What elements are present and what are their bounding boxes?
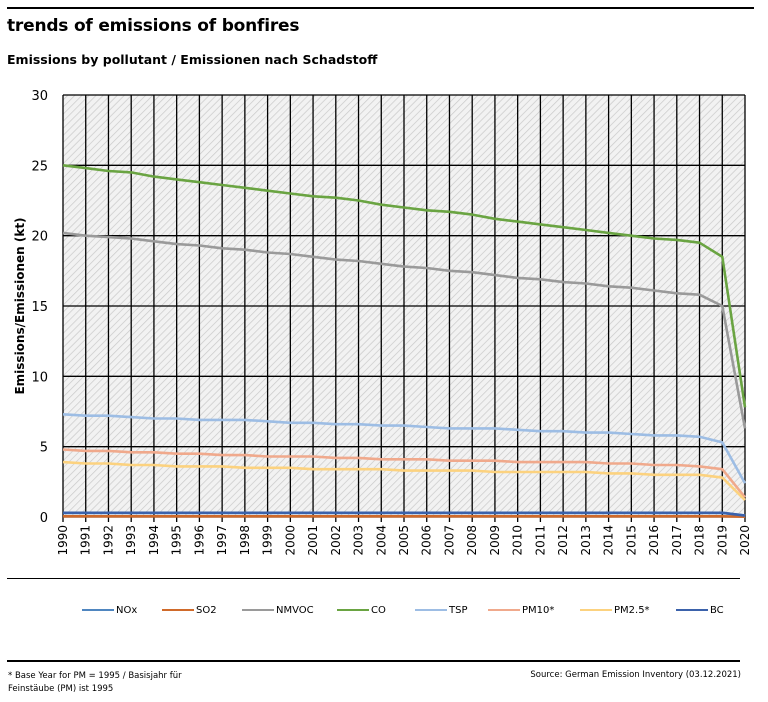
x-tick-label: 2010 (511, 525, 525, 556)
legend-swatch (676, 609, 708, 611)
legend-label: NMVOC (276, 604, 314, 616)
legend-item-tsp: TSP (415, 598, 468, 622)
series-line-pm25 (62, 460, 746, 502)
x-tick-label: 2016 (647, 525, 661, 556)
x-tick-label: 2005 (397, 525, 411, 556)
source-note: Source: German Emission Inventory (03.12… (530, 670, 741, 680)
x-tick-label: 2018 (693, 525, 707, 556)
x-tick-label: 2000 (283, 525, 297, 556)
y-tick-label: 0 (40, 511, 48, 526)
x-tick-label: 1995 (170, 525, 184, 556)
legend-swatch (580, 609, 612, 611)
legend-label: TSP (449, 604, 468, 616)
legend-label: PM10* (522, 604, 555, 616)
x-tick-label: 1990 (56, 525, 70, 556)
series-line-bc (63, 511, 746, 517)
legend-swatch (488, 609, 520, 611)
x-tick-label: 1994 (147, 525, 161, 556)
x-tick-label: 2008 (465, 525, 479, 556)
top-rule (7, 7, 754, 9)
x-tick-label: 2017 (670, 525, 684, 556)
legend-item-pm25: PM2.5* (580, 598, 650, 622)
series-line-tsp (62, 413, 747, 484)
x-tick-label: 2020 (738, 525, 752, 556)
x-tick-label: 1996 (192, 525, 206, 556)
x-tick-label: 2002 (329, 525, 343, 556)
legend-swatch (162, 609, 194, 611)
series-line-nmvoc (62, 231, 747, 429)
legend-item-so2: SO2 (162, 598, 217, 622)
x-tick-label: 2009 (488, 525, 502, 556)
y-axis-title: Emissions/Emissionen (kt) (13, 217, 27, 394)
x-tick-label: 1997 (215, 525, 229, 556)
y-tick-label: 5 (40, 441, 48, 456)
series-line-pm10 (62, 448, 747, 499)
x-tick-label: 2011 (533, 525, 547, 556)
x-tick-label: 2019 (715, 525, 729, 556)
x-tick-label: 2013 (579, 525, 593, 556)
x-tick-label: 2004 (374, 525, 388, 556)
vertical-gridlines (62, 95, 746, 522)
legend-swatch (82, 609, 114, 611)
x-tick-label: 2012 (556, 525, 570, 556)
footnote: * Base Year for PM = 1995 / Basisjahr fü… (8, 671, 182, 694)
legend-label: CO (371, 604, 386, 616)
legend-item-pm10: PM10* (488, 598, 554, 622)
x-tick-label: 1998 (238, 525, 252, 556)
y-tick-label: 10 (31, 370, 48, 385)
x-tick-label: 2014 (602, 525, 616, 556)
x-tick-label: 2015 (624, 525, 638, 556)
x-axis-tick-labels: 1990 1991 1992 1993 1994 1995 1996 1997 1998 1999… (56, 525, 752, 556)
legend-item-nmvoc: NMVOC (242, 598, 314, 622)
x-tick-label: 1992 (101, 525, 115, 556)
legend-top-rule (7, 578, 740, 579)
legend-item-bc: BC (676, 598, 724, 622)
y-tick-label: 20 (31, 230, 48, 245)
y-tick-label: 30 (31, 89, 48, 104)
y-tick-label: 15 (31, 300, 48, 315)
y-axis-tick-labels: 0 5 10 15 20 25 30 (31, 89, 48, 526)
x-tick-label: 2007 (442, 525, 456, 556)
legend-label: PM2.5* (614, 604, 650, 616)
legend-label: NOx (116, 604, 138, 616)
legend-swatch (337, 609, 369, 611)
legend-label: SO2 (196, 604, 217, 616)
legend: NOx SO2 NMVOC CO TSP PM10* PM2.5* BC (0, 598, 768, 622)
legend-swatch (242, 609, 274, 611)
x-tick-label: 1999 (261, 525, 275, 556)
x-tick-label: 1991 (79, 525, 93, 556)
x-tick-label: 2001 (306, 525, 320, 556)
legend-swatch (415, 609, 447, 611)
x-tick-label: 2003 (352, 525, 366, 556)
footer-rule (7, 660, 740, 662)
series-lines (62, 164, 747, 518)
chart-subtitle: Emissions by pollutant / Emissionen nach… (7, 52, 378, 67)
legend-item-co: CO (337, 598, 386, 622)
y-tick-label: 25 (31, 159, 48, 174)
legend-label: BC (710, 604, 724, 616)
series-line-co (62, 164, 747, 408)
legend-item-nox: NOx (82, 598, 137, 622)
x-tick-label: 1993 (124, 525, 138, 556)
x-tick-label: 2006 (420, 525, 434, 556)
chart-title: trends of emissions of bonfires (7, 16, 300, 36)
